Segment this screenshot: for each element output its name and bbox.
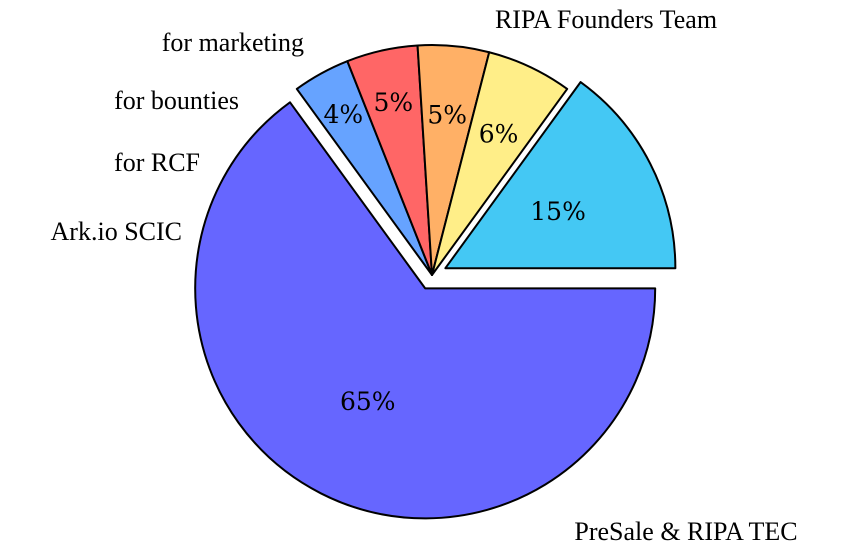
slice-label-for-bounties: for bounties xyxy=(114,86,239,115)
slice-label-ripa-founders-team: RIPA Founders Team xyxy=(495,5,717,34)
slice-label-for-rcf: for RCF xyxy=(114,148,200,177)
pie-slice-presale-ripa-tec xyxy=(194,101,657,520)
pie-slice-ripa-founders-team xyxy=(444,81,677,270)
slice-category-labels: PreSale & RIPA TEC Ark.io SCIC for RCF for … xyxy=(51,5,798,546)
slice-label-for-marketing: for marketing xyxy=(162,28,304,57)
slice-percent-for-bounties: 5% xyxy=(427,101,467,130)
pie-slice-for-marketing xyxy=(431,51,569,276)
slice-percent-for-rcf: 5% xyxy=(374,88,414,117)
slice-percent-for-marketing: 6% xyxy=(479,119,519,148)
slice-percent-presale-ripa-tec: 65% xyxy=(340,387,396,416)
slice-percent-ripa-founders-team: 15% xyxy=(530,197,586,226)
slice-label-presale-ripa-tec: PreSale & RIPA TEC xyxy=(574,517,797,546)
pie-slices xyxy=(194,44,677,520)
slice-percent-ark-io-scic: 4% xyxy=(324,100,364,129)
slice-percent-labels: 65% 4% 5% 5% 6% 15% xyxy=(324,88,586,416)
slice-label-ark-io-scic: Ark.io SCIC xyxy=(51,217,182,246)
